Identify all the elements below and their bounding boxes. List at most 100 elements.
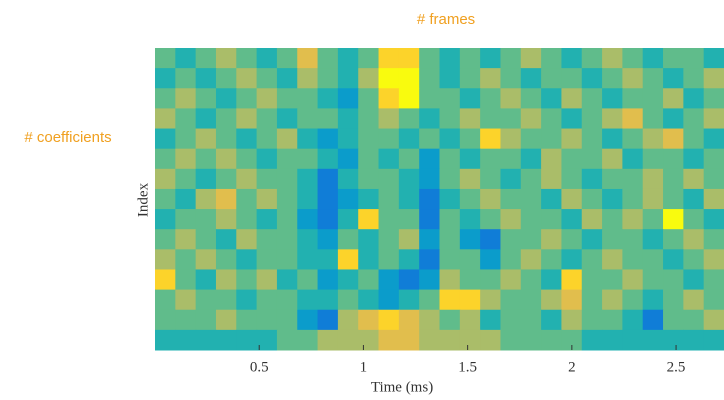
cell <box>561 108 583 130</box>
x-tick-label: 2 <box>568 359 576 375</box>
cell <box>541 48 562 69</box>
cell <box>337 68 359 89</box>
cell <box>581 148 603 170</box>
cell <box>317 108 339 130</box>
cell <box>419 269 440 291</box>
cell <box>358 329 380 351</box>
cell <box>419 88 440 109</box>
cell <box>215 168 237 190</box>
cell <box>541 269 562 291</box>
frames-note: # frames <box>417 11 475 28</box>
cell <box>236 108 258 130</box>
cell <box>398 269 420 291</box>
cell <box>642 209 664 230</box>
cell <box>500 229 522 250</box>
cell <box>175 289 197 311</box>
cell <box>398 68 420 89</box>
cell <box>297 329 319 351</box>
cell <box>642 229 664 250</box>
cell <box>378 48 400 69</box>
x-tick-label: 2.5 <box>667 359 686 375</box>
cell <box>663 269 684 291</box>
cell <box>520 168 542 190</box>
cell <box>215 68 237 89</box>
cell <box>195 148 217 170</box>
cell <box>500 68 522 89</box>
cell <box>683 269 705 291</box>
cell <box>175 229 197 250</box>
cell <box>256 269 278 291</box>
cell <box>276 209 298 230</box>
cell <box>256 229 278 250</box>
cell <box>175 309 197 331</box>
cell <box>195 309 217 331</box>
cell <box>439 229 461 250</box>
cell <box>439 309 461 331</box>
cell <box>541 329 562 351</box>
cell <box>155 249 176 270</box>
cell <box>337 289 359 311</box>
cell <box>378 269 400 291</box>
cell <box>439 289 461 311</box>
cell <box>317 88 339 109</box>
cell <box>297 188 319 210</box>
cell <box>155 289 176 311</box>
cell <box>459 309 481 331</box>
cell <box>175 168 197 190</box>
cell <box>703 108 724 130</box>
cell <box>561 229 583 250</box>
cell <box>317 168 339 190</box>
cell <box>683 148 705 170</box>
cell <box>236 88 258 109</box>
cell <box>520 188 542 210</box>
cell <box>358 88 380 109</box>
cell <box>195 188 217 210</box>
cell <box>155 229 176 250</box>
cell <box>337 188 359 210</box>
cell <box>276 168 298 190</box>
cell <box>297 148 319 170</box>
cell <box>541 68 562 89</box>
cell <box>581 269 603 291</box>
cell <box>419 209 440 230</box>
cell <box>683 108 705 130</box>
cell <box>175 108 197 130</box>
cell <box>236 249 258 270</box>
cell <box>398 229 420 250</box>
cell <box>317 329 339 351</box>
cell <box>581 108 603 130</box>
cell <box>256 148 278 170</box>
cell <box>236 148 258 170</box>
cell <box>561 88 583 109</box>
cell <box>602 168 623 190</box>
cell <box>500 168 522 190</box>
cell <box>622 289 644 311</box>
cell <box>459 68 481 89</box>
cell <box>195 269 217 291</box>
cell <box>703 229 724 250</box>
cell <box>703 168 724 190</box>
cell <box>561 329 583 351</box>
cell <box>663 148 684 170</box>
cell <box>195 289 217 311</box>
cell <box>297 108 319 130</box>
cell <box>480 68 501 89</box>
cell <box>581 209 603 230</box>
cell <box>439 128 461 150</box>
cell <box>276 289 298 311</box>
cell <box>155 108 176 130</box>
cell <box>358 309 380 331</box>
cell <box>500 48 522 69</box>
cell <box>175 68 197 89</box>
cell <box>459 329 481 351</box>
cell <box>236 209 258 230</box>
cell <box>195 329 217 351</box>
cell <box>703 269 724 291</box>
cell <box>175 209 197 230</box>
cell <box>398 289 420 311</box>
cell <box>480 188 501 210</box>
cell <box>195 128 217 150</box>
cell <box>500 269 522 291</box>
cell <box>683 48 705 69</box>
cell <box>175 88 197 109</box>
